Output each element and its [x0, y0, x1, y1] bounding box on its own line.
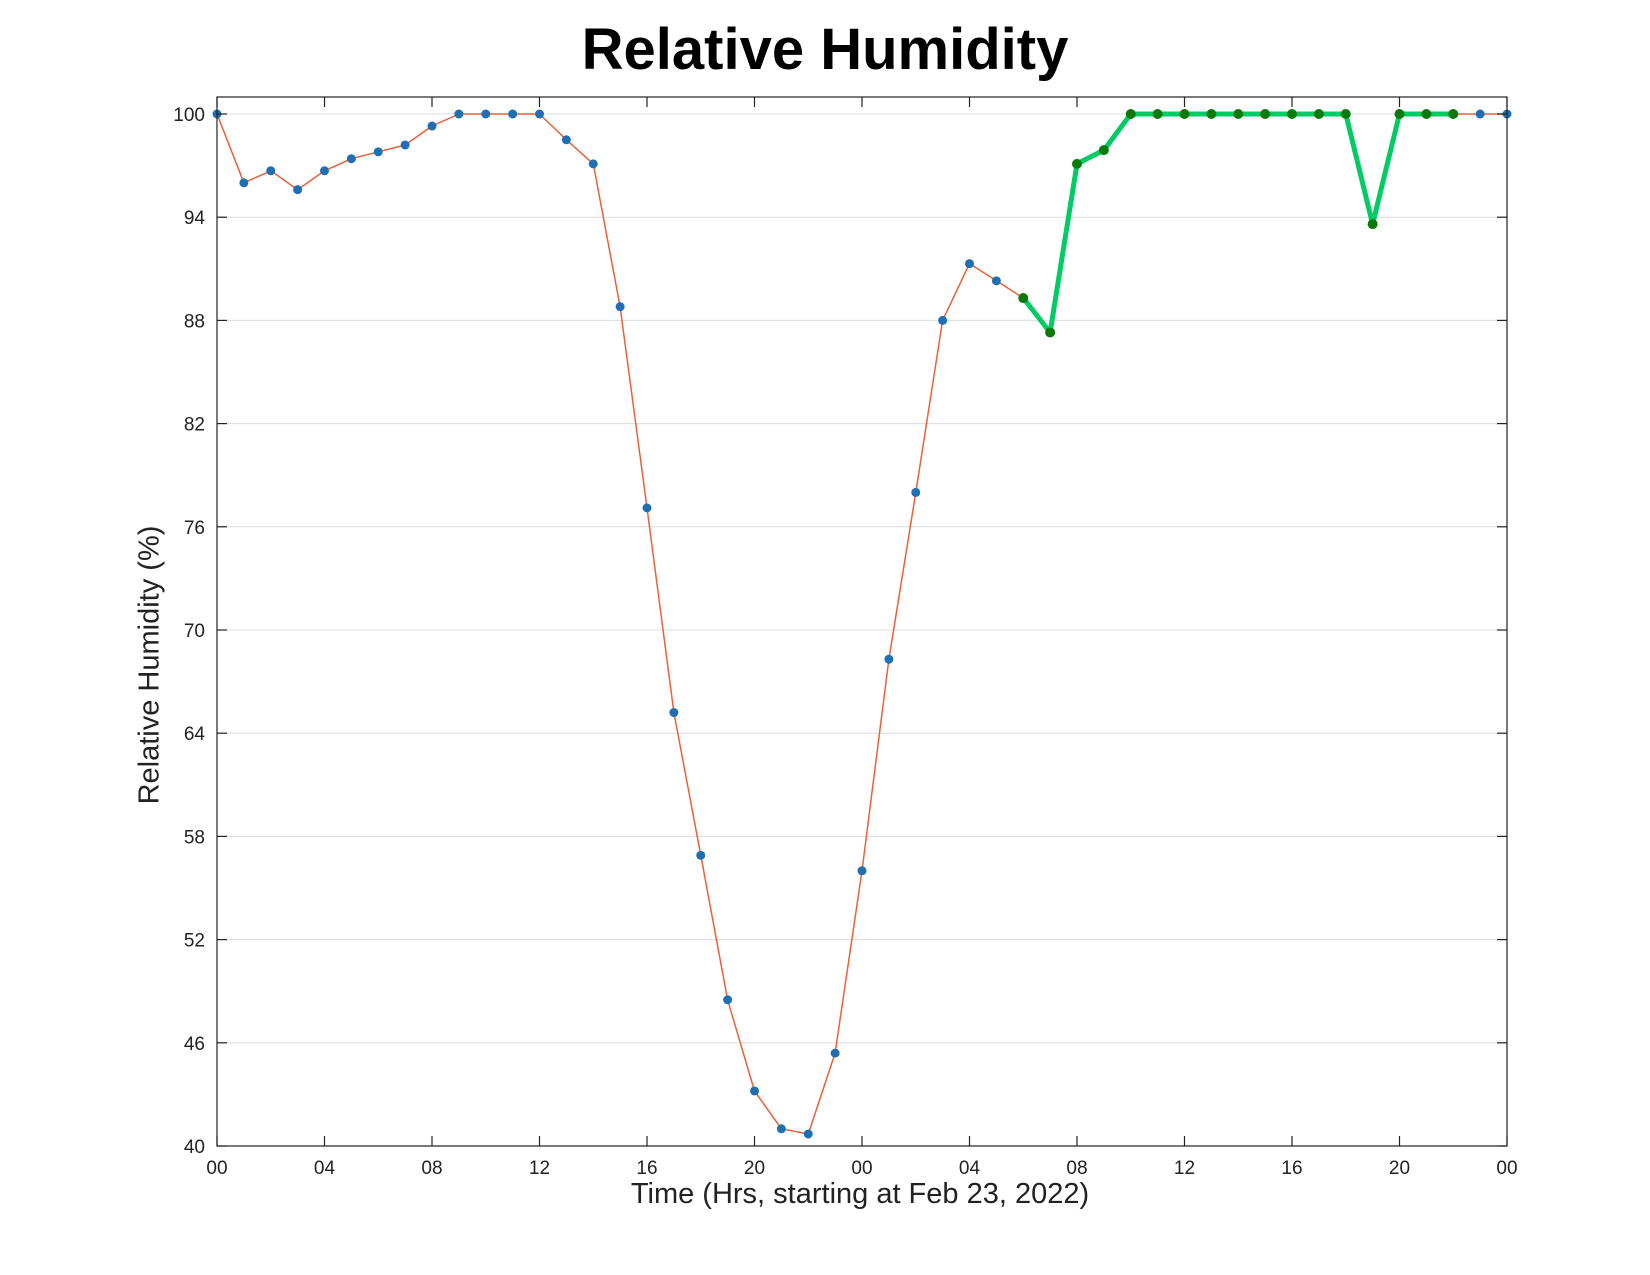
series-1-point — [991, 276, 1001, 286]
series-1-point — [857, 866, 867, 876]
series-1-point — [561, 135, 571, 145]
plot-frame — [216, 96, 1508, 1147]
y-tick-label: 70 — [184, 621, 205, 642]
series-1-point — [1475, 109, 1485, 119]
series-2-point — [1233, 109, 1244, 119]
series-layer — [212, 109, 1512, 1139]
series-2-point — [1045, 327, 1056, 338]
series-1-point — [938, 315, 948, 325]
series-1-point — [427, 121, 437, 131]
y-tick-label: 88 — [184, 311, 205, 332]
series-2-point — [1206, 109, 1217, 119]
series-2-point — [1018, 293, 1029, 304]
x-tick-label: 16 — [636, 1158, 657, 1179]
x-tick-label: 00 — [1496, 1158, 1517, 1179]
series-1-point — [535, 109, 544, 119]
x-tick-label: 04 — [314, 1158, 336, 1179]
series-1-point — [373, 147, 383, 157]
series-2-point — [1394, 109, 1405, 119]
y-tick-label: 100 — [173, 105, 205, 126]
series-2-point — [1125, 109, 1136, 119]
series-2-point — [1260, 109, 1271, 119]
x-tick-label: 16 — [1281, 1158, 1302, 1179]
x-tick-label: 20 — [744, 1158, 765, 1179]
series-1-point — [669, 708, 679, 718]
series-1-point — [508, 109, 518, 119]
y-tick-label: 94 — [184, 208, 206, 229]
series-2-point — [1367, 219, 1378, 230]
series-2-point — [1179, 109, 1190, 119]
series-1-point — [803, 1129, 813, 1139]
x-tick-label: 08 — [1066, 1158, 1087, 1179]
series-1-point — [830, 1048, 840, 1058]
series-1-point — [293, 185, 303, 195]
x-tick-label: 12 — [529, 1158, 550, 1179]
series-2-point — [1448, 109, 1459, 119]
y-tick-label: 64 — [184, 724, 206, 745]
series-1-point — [750, 1086, 759, 1096]
x-tick-label: 00 — [206, 1158, 227, 1179]
x-tick-label: 12 — [1174, 1158, 1195, 1179]
series-2-point — [1287, 109, 1297, 119]
y-tick-label: 58 — [184, 827, 205, 848]
y-tick-label: 52 — [184, 931, 205, 952]
y-tick-label: 46 — [184, 1034, 205, 1055]
series-1-point — [642, 503, 652, 513]
series-1-point — [911, 487, 921, 497]
series-1-point — [965, 259, 974, 269]
series-2-point — [1098, 145, 1109, 156]
series-1-point — [696, 850, 706, 860]
x-tick-label: 00 — [851, 1158, 872, 1179]
y-tick-label: 76 — [184, 518, 205, 539]
series-2-point — [1421, 109, 1432, 119]
series-1-point — [239, 178, 249, 188]
series-1-point — [884, 654, 894, 664]
series-1-point — [588, 159, 598, 169]
series-1-point — [454, 109, 464, 119]
x-tick-label: 08 — [421, 1158, 442, 1179]
chart-title: Relative Humidity — [581, 17, 1069, 82]
x-tick-label: 20 — [1389, 1158, 1410, 1179]
series-1-point — [320, 166, 329, 176]
series-1-point — [776, 1124, 786, 1134]
gridlines — [217, 113, 1507, 1044]
series-2-line — [1021, 111, 1454, 335]
series-2-point — [1340, 109, 1351, 119]
series-1-point — [615, 302, 625, 312]
series-2-point — [1072, 158, 1082, 169]
y-tick-label: 82 — [184, 415, 205, 436]
series-1-point — [723, 995, 733, 1005]
series-1-line — [216, 113, 1507, 1135]
x-axis-label: Time (Hrs, starting at Feb 23, 2022) — [630, 1178, 1090, 1210]
y-tick-label: 40 — [184, 1137, 205, 1158]
series-1-point — [266, 166, 276, 176]
series-2-point — [1313, 109, 1324, 119]
x-tick-label: 04 — [959, 1158, 981, 1179]
series-2-point — [1152, 109, 1163, 119]
series-1-point — [481, 109, 491, 119]
axis-ticks: 40 46 52 58 64 70 76 82 88 94 100 00 04 08 12 16 20 00 04 0… — [173, 97, 1518, 1179]
series-1-point — [400, 140, 410, 150]
series-1-point — [346, 154, 356, 164]
